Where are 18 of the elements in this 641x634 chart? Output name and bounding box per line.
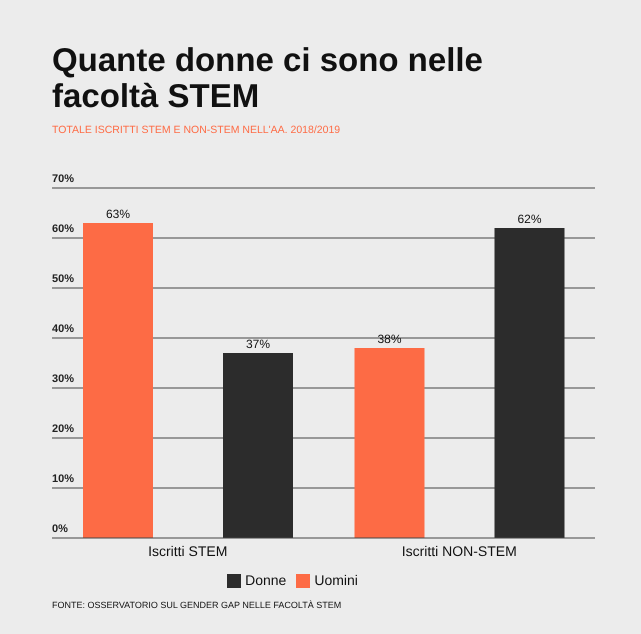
chart-title: Quante donne ci sono nelle facoltà STEM bbox=[52, 41, 484, 114]
data-label: 63% bbox=[106, 207, 130, 221]
y-tick-label: 40% bbox=[52, 323, 74, 335]
x-tick-label: Iscritti STEM bbox=[148, 542, 228, 559]
source-note: FONTE: OSSERVATORIO SUL GENDER GAP NELLE FACOLTÀ STEM bbox=[52, 600, 342, 611]
y-tick-label: 0% bbox=[52, 523, 68, 535]
data-label: 62% bbox=[517, 212, 542, 226]
y-tick-label: 10% bbox=[52, 473, 74, 485]
legend-label: Uomini bbox=[314, 572, 358, 588]
y-tick-label: 70% bbox=[52, 173, 74, 185]
legend-label: Donne bbox=[245, 572, 286, 588]
y-tick-label: 60% bbox=[52, 223, 74, 235]
y-tick-label: 50% bbox=[52, 273, 74, 285]
data-label: 37% bbox=[246, 337, 270, 351]
y-tick-label: 20% bbox=[52, 423, 74, 435]
y-tick-label: 30% bbox=[52, 373, 74, 385]
x-tick-label: Iscritti NON-STEM bbox=[402, 542, 517, 559]
chart-subtitle: TOTALE ISCRITTI STEM E NON-STEM NELL'AA. 2018/2019 bbox=[52, 124, 342, 136]
